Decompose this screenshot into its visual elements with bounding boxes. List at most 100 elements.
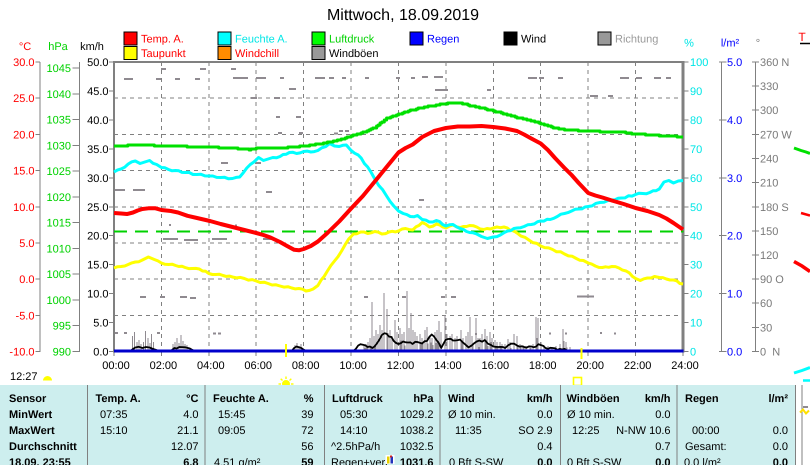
- svg-text:Feuchte A.: Feuchte A.: [213, 393, 269, 405]
- svg-text:Gesamt:: Gesamt:: [685, 441, 727, 453]
- svg-text:05:30: 05:30: [340, 409, 368, 421]
- svg-text:0.4: 0.4: [537, 441, 552, 453]
- svg-text:Regen: Regen: [685, 393, 719, 405]
- svg-text:Regen+veri: Regen+veri: [331, 457, 388, 465]
- svg-text:Feuchte A.: Feuchte A.: [235, 34, 288, 46]
- svg-text:0.7: 0.7: [655, 441, 670, 453]
- svg-text:40.0: 40.0: [87, 115, 108, 127]
- svg-text:14:00: 14:00: [434, 360, 462, 372]
- svg-text:995: 995: [53, 321, 71, 333]
- svg-text:0.0: 0.0: [19, 274, 34, 286]
- svg-text:°C: °C: [19, 41, 31, 53]
- svg-text:00:00: 00:00: [102, 360, 130, 372]
- svg-text:60: 60: [760, 298, 772, 310]
- svg-text:20.0: 20.0: [87, 231, 108, 243]
- svg-text:210: 210: [760, 178, 778, 190]
- svg-text:1015: 1015: [47, 218, 71, 230]
- svg-text:0.0: 0.0: [773, 457, 788, 465]
- svg-text:72: 72: [301, 425, 313, 437]
- svg-text:1025: 1025: [47, 166, 71, 178]
- svg-text:40: 40: [690, 231, 702, 243]
- svg-text:SO 2.9: SO 2.9: [518, 425, 552, 437]
- svg-text:T: T: [798, 30, 806, 44]
- svg-text:30: 30: [760, 322, 772, 334]
- svg-text:1030: 1030: [47, 140, 71, 152]
- svg-text:08:00: 08:00: [292, 360, 320, 372]
- svg-text:1020: 1020: [47, 192, 71, 204]
- svg-text:0.0: 0.0: [773, 425, 788, 437]
- svg-text:0 N: 0 N: [760, 347, 780, 359]
- svg-text:0.0 l/m²: 0.0 l/m²: [684, 457, 721, 465]
- svg-text:Durchschnitt: Durchschnitt: [9, 441, 77, 453]
- svg-text:°: °: [756, 38, 760, 50]
- svg-text:Wind: Wind: [448, 393, 475, 405]
- svg-text:Windchill: Windchill: [235, 48, 279, 60]
- svg-text:3.0: 3.0: [727, 173, 742, 185]
- svg-text:-10.0: -10.0: [9, 347, 34, 359]
- svg-text:02:00: 02:00: [150, 360, 178, 372]
- svg-text:Ø 10 min.: Ø 10 min.: [567, 409, 615, 421]
- svg-text:1040: 1040: [47, 89, 71, 101]
- svg-text:10: 10: [690, 318, 702, 330]
- svg-text:100: 100: [690, 57, 708, 69]
- svg-text:0.0: 0.0: [655, 457, 670, 465]
- svg-text:0 Bft S-SW: 0 Bft S-SW: [449, 457, 504, 465]
- svg-text:Regen: Regen: [427, 34, 459, 46]
- svg-text:09:05: 09:05: [218, 425, 246, 437]
- svg-text:180 S: 180 S: [760, 202, 789, 214]
- svg-text:90: 90: [690, 86, 702, 98]
- svg-text:2.0: 2.0: [727, 231, 742, 243]
- svg-text:km/h: km/h: [80, 41, 104, 53]
- svg-text:Luftdruck: Luftdruck: [332, 393, 384, 405]
- svg-text:0: 0: [690, 347, 696, 359]
- svg-text:4.51 g/m²: 4.51 g/m²: [214, 457, 261, 465]
- svg-text:1.0: 1.0: [727, 289, 742, 301]
- svg-text:12:27: 12:27: [10, 371, 38, 383]
- svg-text:0.0: 0.0: [655, 409, 670, 421]
- svg-text:4.0: 4.0: [183, 409, 198, 421]
- svg-text:16:00: 16:00: [482, 360, 510, 372]
- svg-text:Richtung: Richtung: [615, 34, 658, 46]
- svg-text:90 O: 90 O: [760, 274, 784, 286]
- svg-text:1031.6: 1031.6: [400, 457, 434, 465]
- svg-text:^2.5hPa/h: ^2.5hPa/h: [331, 441, 380, 453]
- svg-text:%: %: [304, 393, 314, 405]
- svg-text:Taupunkt: Taupunkt: [141, 48, 186, 60]
- svg-text:70: 70: [690, 144, 702, 156]
- svg-text:18:00: 18:00: [529, 360, 557, 372]
- svg-text:25.0: 25.0: [87, 202, 108, 214]
- svg-text:12:00: 12:00: [387, 360, 415, 372]
- svg-text:20.0: 20.0: [13, 129, 34, 141]
- svg-text:35.0: 35.0: [87, 144, 108, 156]
- svg-text:20:00: 20:00: [576, 360, 604, 372]
- svg-text:56: 56: [301, 441, 313, 453]
- svg-text:1010: 1010: [47, 243, 71, 255]
- svg-text:0.0: 0.0: [93, 347, 108, 359]
- svg-text:%: %: [684, 38, 694, 50]
- svg-text:1038.2: 1038.2: [400, 425, 434, 437]
- svg-text:-5.0: -5.0: [16, 310, 35, 322]
- svg-text:15.0: 15.0: [87, 260, 108, 272]
- svg-text:hPa: hPa: [48, 41, 68, 53]
- svg-text:0.0: 0.0: [537, 409, 552, 421]
- svg-text:Temp. A.: Temp. A.: [96, 393, 141, 405]
- svg-text:Ø 10 min.: Ø 10 min.: [448, 409, 496, 421]
- svg-text:59: 59: [301, 457, 313, 465]
- svg-text:39: 39: [301, 409, 313, 421]
- svg-text:1035: 1035: [47, 115, 71, 127]
- svg-text:00:00: 00:00: [692, 425, 720, 437]
- svg-text:6.8: 6.8: [183, 457, 198, 465]
- svg-text:120: 120: [760, 250, 778, 262]
- svg-text:0.0: 0.0: [727, 347, 742, 359]
- svg-text:hPa: hPa: [413, 393, 434, 405]
- svg-text:12:25: 12:25: [572, 425, 600, 437]
- svg-text:km/h: km/h: [645, 393, 671, 405]
- svg-text:24:00: 24:00: [671, 360, 699, 372]
- svg-text:30: 30: [690, 260, 702, 272]
- svg-text:15:10: 15:10: [100, 425, 128, 437]
- svg-text:150: 150: [760, 226, 778, 238]
- svg-text:MaxWert: MaxWert: [9, 425, 55, 437]
- svg-text:5.0: 5.0: [93, 318, 108, 330]
- svg-text:07:35: 07:35: [100, 409, 128, 421]
- svg-text:50.0: 50.0: [87, 57, 108, 69]
